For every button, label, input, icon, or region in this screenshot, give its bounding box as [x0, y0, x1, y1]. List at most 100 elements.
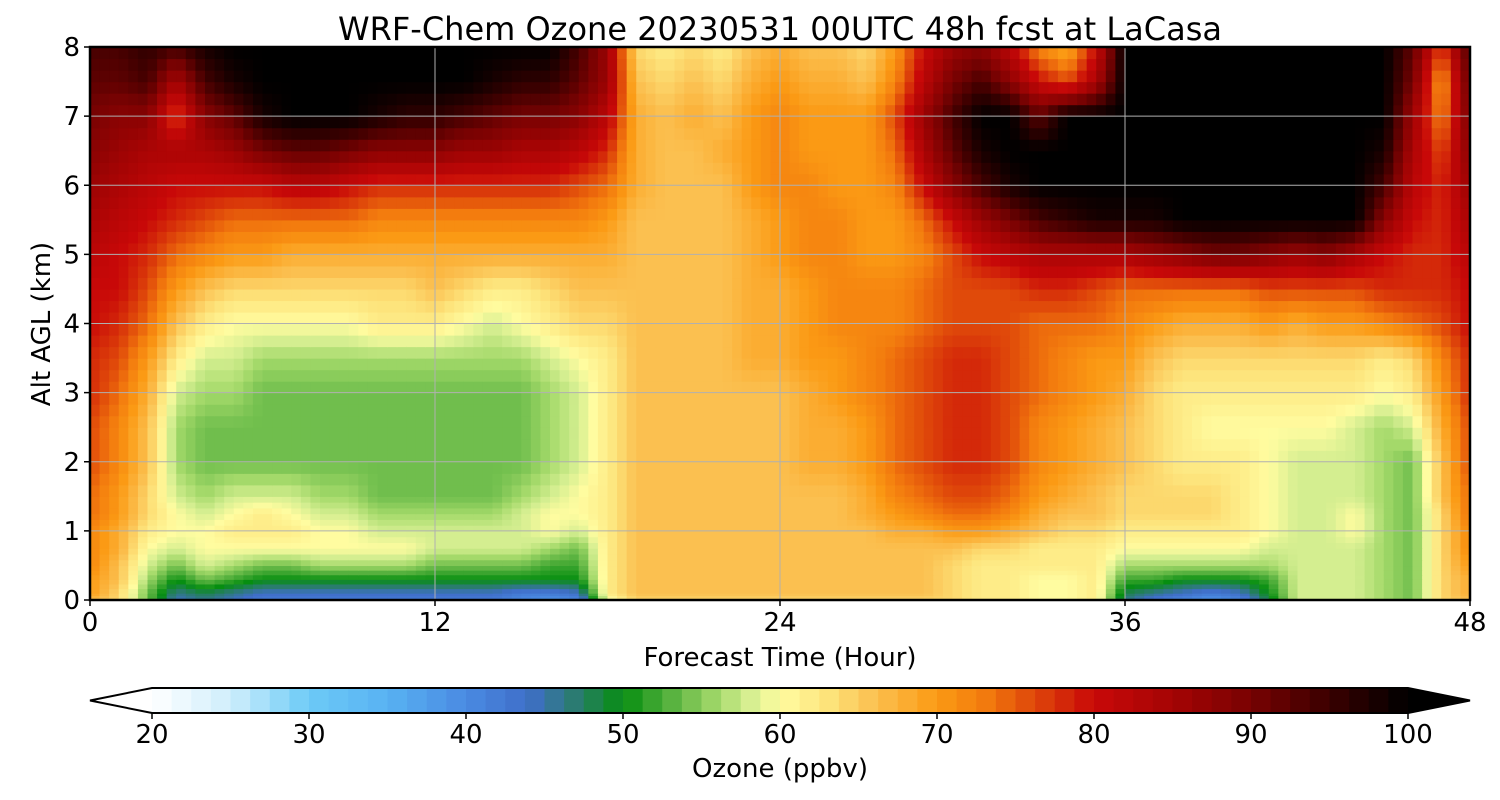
heatmap-cell: [1393, 427, 1404, 440]
heatmap-cell: [109, 574, 120, 580]
heatmap-cell: [1278, 579, 1289, 585]
heatmap-cell: [454, 358, 465, 371]
heatmap-cell: [875, 513, 887, 520]
heatmap-cell: [396, 438, 407, 451]
heatmap-cell: [847, 553, 858, 561]
heatmap-cell: [1134, 473, 1145, 486]
heatmap-cell: [875, 542, 887, 549]
heatmap-cell: [147, 335, 158, 348]
heatmap-cell: [137, 519, 149, 526]
heatmap-cell: [214, 496, 225, 503]
heatmap-cell: [358, 484, 369, 497]
heatmap-cell: [157, 323, 168, 336]
heatmap-cell: [1000, 595, 1011, 599]
heatmap-cell: [1374, 507, 1385, 515]
heatmap-cell: [233, 392, 244, 405]
heatmap-cell: [1355, 507, 1366, 515]
heatmap-cell: [693, 536, 704, 543]
heatmap-cell: [1211, 450, 1222, 463]
heatmap-cell: [1441, 369, 1452, 382]
heatmap-cell: [655, 438, 666, 451]
heatmap-cell: [1307, 536, 1318, 543]
heatmap-cell: [118, 559, 129, 567]
heatmap-cell: [1335, 525, 1347, 532]
heatmap-cell: [617, 525, 628, 532]
heatmap-cell: [1249, 536, 1260, 543]
heatmap-cell: [147, 438, 158, 451]
heatmap-cell: [914, 473, 925, 486]
heatmap-cell: [1460, 565, 1470, 571]
heatmap-cell: [559, 507, 570, 515]
heatmap-cell: [1105, 530, 1117, 538]
heatmap-cell: [578, 381, 589, 394]
heatmap-cell: [1383, 565, 1394, 571]
heatmap-cell: [521, 530, 532, 538]
heatmap-cell: [751, 323, 762, 336]
heatmap-cell: [128, 536, 139, 543]
heatmap-cell: [808, 323, 819, 336]
heatmap-cell: [454, 496, 465, 503]
heatmap-cell: [415, 595, 427, 599]
heatmap-cell: [981, 583, 992, 590]
heatmap-cell: [1096, 484, 1107, 497]
heatmap-cell: [703, 548, 714, 555]
heatmap-cell: [1460, 461, 1470, 474]
heatmap-cell: [655, 415, 666, 428]
heatmap-cell: [1220, 392, 1232, 405]
heatmap-cell: [406, 496, 417, 503]
heatmap-cell: [559, 530, 570, 538]
heatmap-cell: [166, 574, 177, 580]
heatmap-cell: [799, 519, 810, 526]
heatmap-cell: [1038, 473, 1049, 486]
heatmap-cell: [655, 593, 666, 596]
heatmap-cell: [818, 579, 829, 585]
heatmap-cell: [914, 579, 925, 585]
heatmap-cell: [722, 358, 733, 371]
heatmap-cell: [243, 415, 254, 428]
heatmap-cell: [550, 574, 561, 580]
heatmap-cell: [396, 335, 407, 348]
heatmap-cell: [1268, 392, 1279, 405]
heatmap-cell: [99, 450, 110, 463]
heatmap-cell: [1192, 530, 1203, 538]
heatmap-cell: [502, 484, 513, 497]
heatmap-cell: [118, 595, 129, 599]
heatmap-cell: [1220, 574, 1232, 580]
heatmap-cell: [1307, 392, 1318, 405]
heatmap-cell: [789, 369, 800, 382]
heatmap-cell: [1038, 542, 1049, 549]
heatmap-cell: [1010, 450, 1021, 463]
heatmap-cell: [780, 369, 791, 382]
heatmap-cell: [751, 502, 762, 509]
heatmap-cell: [329, 346, 340, 359]
heatmap-cell: [1297, 593, 1308, 596]
heatmap-cell: [1086, 588, 1097, 594]
heatmap-cell: [339, 548, 350, 555]
heatmap-cell: [185, 335, 197, 348]
heatmap-cell: [1230, 579, 1241, 585]
heatmap-cell: [1230, 519, 1241, 526]
heatmap-cell: [463, 484, 474, 497]
heatmap-cell: [128, 583, 139, 590]
heatmap-cell: [1192, 427, 1203, 440]
heatmap-cell: [1345, 427, 1356, 440]
heatmap-cell: [205, 579, 216, 585]
heatmap-cell: [1125, 404, 1136, 417]
heatmap-cell: [1019, 525, 1030, 532]
heatmap-cell: [1297, 570, 1308, 576]
heatmap-cell: [1335, 583, 1347, 590]
heatmap-cell: [607, 450, 618, 463]
heatmap-cell: [1249, 553, 1260, 561]
heatmap-cell: [1335, 595, 1347, 599]
heatmap-cell: [454, 593, 465, 596]
heatmap-cell: [1029, 519, 1040, 526]
heatmap-cell: [1182, 593, 1193, 596]
heatmap-cell: [473, 530, 484, 538]
heatmap-cell: [185, 484, 197, 497]
heatmap-cell: [760, 484, 772, 497]
heatmap-cell: [329, 542, 340, 549]
heatmap-cell: [1048, 369, 1059, 382]
heatmap-cell: [1345, 461, 1356, 474]
heatmap-cell: [224, 574, 235, 580]
heatmap-cell: [454, 392, 465, 405]
